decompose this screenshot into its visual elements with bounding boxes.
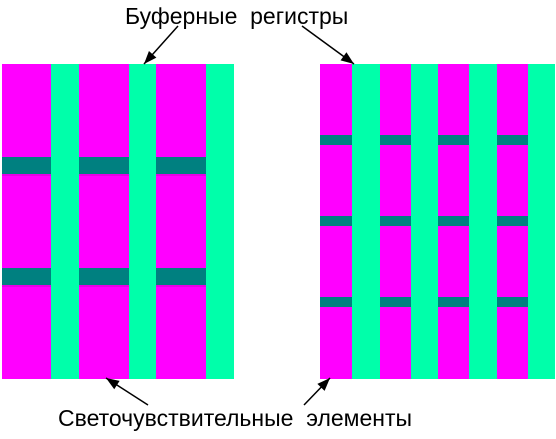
arrow-to-left-photosensitive: [105, 377, 149, 406]
transfer-gate-band: [320, 135, 352, 145]
cell-divider: [2, 285, 51, 287]
transfer-gate-band: [156, 268, 206, 285]
right-ccd-panel: [320, 64, 555, 379]
transfer-gate-band: [79, 268, 129, 285]
photosensitive-column: [2, 64, 51, 379]
buffer-register-column: [528, 64, 555, 379]
buffer-register-column: [129, 64, 156, 379]
photosensitive-column: [79, 64, 129, 379]
transfer-gate-band: [2, 157, 51, 174]
transfer-gate-band: [497, 135, 528, 145]
buffer-register-column: [469, 64, 497, 379]
buffer-register-column: [206, 64, 234, 379]
photosensitive-column: [156, 64, 206, 379]
transfer-gate-band: [2, 268, 51, 285]
arrow-head: [317, 378, 330, 391]
arrow-head: [340, 52, 354, 64]
buffer-register-column: [51, 64, 79, 379]
cell-divider: [2, 174, 51, 176]
buffer-register-column: [352, 64, 380, 379]
transfer-gate-band: [497, 216, 528, 226]
buffer-register-column: [411, 64, 438, 379]
transfer-gate-band: [438, 216, 469, 226]
cell-divider: [156, 285, 206, 287]
transfer-gate-band: [380, 135, 411, 145]
arrow-head: [106, 378, 120, 390]
buffer-registers-label: Буферные регистры: [125, 3, 349, 29]
transfer-gate-band: [320, 216, 352, 226]
pointer-arrows: [105, 25, 355, 406]
arrow-to-left-buffer-register: [143, 25, 179, 65]
cell-divider: [156, 174, 206, 176]
transfer-gate-band: [320, 297, 352, 307]
left-ccd-panel: [2, 64, 234, 379]
cell-divider: [79, 285, 129, 287]
transfer-gate-band: [438, 297, 469, 307]
transfer-gate-band: [497, 297, 528, 307]
photosensitive-elements-label: Светочувствительные элементы: [58, 405, 413, 431]
transfer-gate-band: [438, 135, 469, 145]
transfer-gate-band: [380, 297, 411, 307]
transfer-gate-band: [156, 157, 206, 174]
transfer-gate-band: [380, 216, 411, 226]
arrow-to-right-photosensitive: [303, 377, 331, 406]
arrow-head: [144, 50, 157, 64]
transfer-gate-band: [79, 157, 129, 174]
arrow-to-right-buffer-register: [301, 25, 355, 65]
cell-divider: [79, 174, 129, 176]
